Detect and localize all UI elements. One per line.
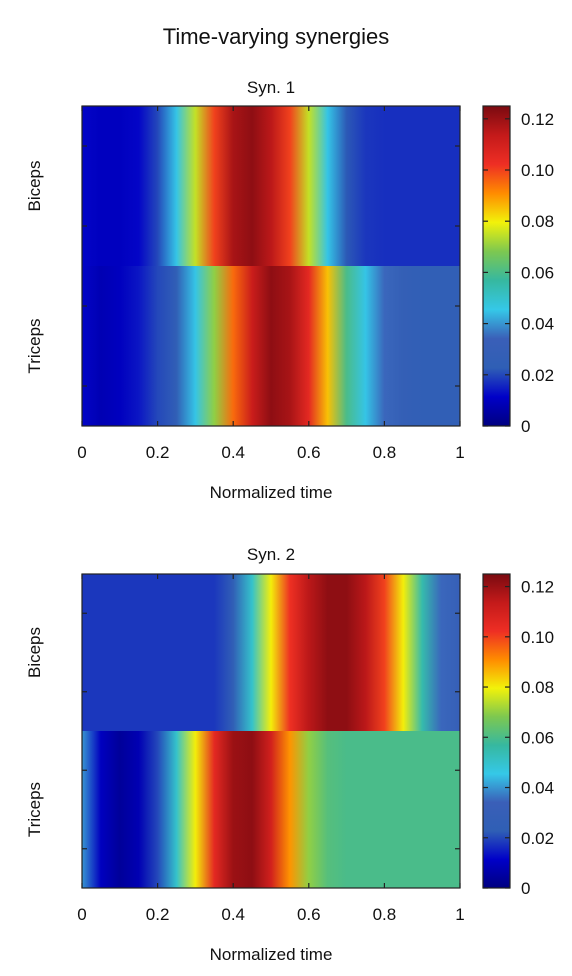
colorbar-tick-label: 0.12 <box>521 110 554 129</box>
panel-syn-1: Syn. 1 Biceps Triceps 0 0.2 0.4 0.6 0.8 1 Normali… <box>25 78 554 502</box>
x-tick-label: 0.8 <box>373 443 397 462</box>
figure-title: Time-varying synergies <box>163 24 390 49</box>
panel-syn-2: Syn. 2 Biceps Triceps 0 0.2 0.4 0.6 0.8 1 Normali… <box>25 545 554 964</box>
panel-title: Syn. 1 <box>247 78 295 97</box>
heatmap-row-triceps <box>82 731 460 888</box>
x-axis-label: Normalized time <box>210 945 333 964</box>
plot-frame <box>81 573 461 889</box>
colorbar-tick-label: 0 <box>521 879 530 898</box>
x-tick-label: 0.8 <box>373 905 397 924</box>
heatmap-row-triceps <box>82 266 460 426</box>
row-label: Triceps <box>25 318 44 373</box>
panel-title: Syn. 2 <box>247 545 295 564</box>
heatmap-row-biceps <box>82 106 460 266</box>
x-tick-label: 0.6 <box>297 905 321 924</box>
x-tick-label: 0.2 <box>146 905 170 924</box>
colorbar-tick-label: 0.12 <box>521 578 554 597</box>
colorbar-tick-label: 0.10 <box>521 161 554 180</box>
colorbar-tick-label: 0.08 <box>521 212 554 231</box>
colorbar-tick-label: 0.10 <box>521 628 554 647</box>
colorbar <box>483 574 510 888</box>
colorbar-tick-label: 0.02 <box>521 829 554 848</box>
row-label: Triceps <box>25 782 44 837</box>
colorbar-frame <box>482 573 511 889</box>
colorbar-tick-label: 0.06 <box>521 263 554 282</box>
x-axis-label: Normalized time <box>210 483 333 502</box>
colorbar-frame <box>482 105 511 427</box>
colorbar-tick-label: 0.04 <box>521 779 554 798</box>
x-tick-label: 0 <box>77 905 86 924</box>
x-tick-label: 1 <box>455 443 464 462</box>
x-tick-label: 0.4 <box>221 443 245 462</box>
x-tick-label: 0.6 <box>297 443 321 462</box>
colorbar-tick-label: 0 <box>521 417 530 436</box>
x-tick-label: 1 <box>455 905 464 924</box>
colorbar-tick-label: 0.02 <box>521 366 554 385</box>
x-tick-label: 0 <box>77 443 86 462</box>
plot-frame <box>81 105 461 427</box>
colorbar-tick-label: 0.06 <box>521 728 554 747</box>
row-label: Biceps <box>25 160 44 211</box>
colorbar-tick-label: 0.04 <box>521 315 554 334</box>
x-tick-label: 0.2 <box>146 443 170 462</box>
heatmap-row-biceps <box>82 574 460 731</box>
colorbar-tick-label: 0.08 <box>521 678 554 697</box>
colorbar <box>483 106 510 426</box>
x-tick-label: 0.4 <box>221 905 245 924</box>
row-label: Biceps <box>25 627 44 678</box>
